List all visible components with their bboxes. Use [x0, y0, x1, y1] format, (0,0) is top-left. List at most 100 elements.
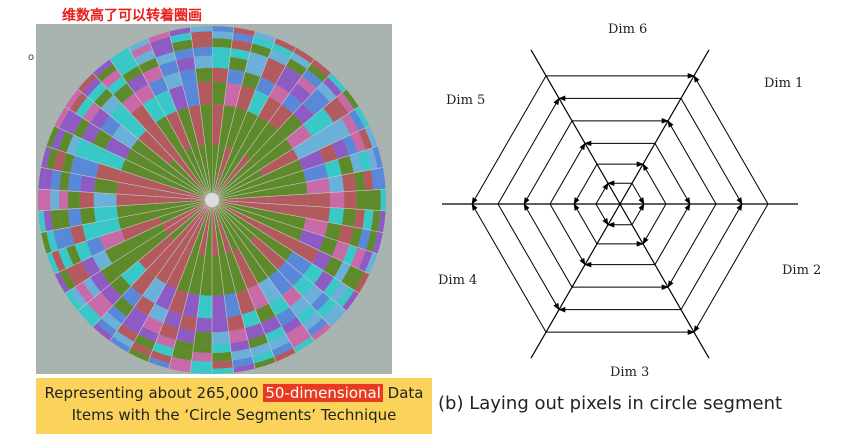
circle-segment-cell	[336, 92, 355, 114]
circle-segment-cell	[364, 125, 378, 148]
circle-segment-cell	[268, 269, 293, 296]
circle-segment-cell	[296, 305, 317, 324]
circle-segment-cell	[134, 334, 156, 351]
circle-segment-cell	[87, 297, 108, 318]
circle-segment-cell	[327, 73, 347, 93]
circle-segment-cell	[323, 277, 342, 298]
circle-segment-cell	[232, 248, 259, 289]
circle-segment-cell	[218, 253, 236, 295]
circle-segment-cell	[188, 105, 206, 147]
circle-segment-cell	[230, 339, 251, 352]
circle-segment-cell	[271, 43, 294, 59]
circle-segment-cell	[120, 113, 147, 139]
circle-segment-cell	[322, 303, 343, 324]
circle-segment-cell	[168, 27, 191, 37]
circle-segment-cell	[275, 306, 297, 327]
circle-segment-cell	[100, 115, 121, 137]
circle-segment-cell	[356, 190, 366, 210]
circle-segment-cell	[152, 342, 174, 357]
circle-segment-cell	[292, 275, 314, 297]
circle-segment-cell	[142, 277, 166, 304]
circle-segment-cell	[46, 125, 60, 148]
layout-arrow	[523, 120, 573, 205]
segment-divider	[127, 47, 213, 201]
circle-segment-cell	[112, 124, 139, 149]
circle-segment-cell	[212, 148, 239, 200]
circle-segment-cell	[241, 71, 261, 90]
circle-segment-cell	[262, 217, 304, 241]
circle-segment-cell	[212, 26, 234, 33]
circle-segment-cell	[277, 261, 304, 287]
circle-segment-cell	[277, 113, 304, 139]
circle-segment-cell	[138, 57, 159, 74]
circle-segment-cell	[149, 350, 172, 364]
circle-segment-cell	[46, 147, 59, 170]
circle-segment-cell	[254, 138, 293, 171]
segment-divider	[46, 145, 213, 201]
circle-segment-cell	[58, 247, 74, 269]
dim4-label: Dim 4	[438, 273, 477, 288]
circle-segment-cell	[147, 356, 171, 369]
circle-segment-cell	[110, 103, 132, 125]
circle-segment-cell	[92, 59, 113, 77]
segment-divider	[211, 199, 297, 353]
circle-segment-cell	[156, 196, 212, 204]
segment-divider	[211, 199, 235, 373]
circle-segment-cell	[173, 48, 194, 61]
center-hub	[205, 193, 219, 207]
segment-divider	[127, 199, 213, 353]
circle-segment-cell	[322, 76, 343, 97]
circle-segment-cell	[127, 306, 149, 327]
circle-segment-cell	[74, 138, 93, 160]
circle-segment-cell	[258, 96, 282, 123]
circle-segment-cell	[232, 111, 259, 152]
circle-segment-cell	[77, 73, 97, 93]
circle-segment-cell	[80, 175, 96, 193]
circle-segment-cell	[59, 109, 76, 132]
circle-segment-cell	[285, 251, 312, 276]
segment-divider	[211, 27, 235, 201]
circle-segment-cell	[100, 284, 122, 306]
circle-segment-cell	[349, 227, 363, 248]
layout-arrow	[654, 143, 691, 205]
layout-arrow	[595, 203, 609, 226]
circle-segment-cell	[328, 175, 344, 193]
segment-divider	[211, 199, 360, 294]
layout-arrow	[497, 203, 560, 311]
circle-segment-cell	[298, 229, 325, 251]
circle-segment-cell	[107, 305, 128, 324]
circle-segment-cell	[130, 43, 153, 59]
circle-segment-cell	[223, 292, 242, 318]
circle-segment-cell	[142, 65, 164, 85]
circle-segment-cell	[121, 93, 143, 114]
circle-segment-cell	[101, 311, 122, 331]
circle-segment-cell	[54, 271, 70, 294]
circle-segment-cell	[268, 49, 290, 66]
segment-divider	[38, 199, 213, 212]
circle-segment-cell	[147, 31, 171, 44]
circle-segment-cell	[171, 39, 193, 52]
circle-segment-cell	[250, 342, 272, 357]
circle-segment-cell	[350, 247, 366, 269]
circle-segment-cell	[109, 47, 131, 64]
circle-segment-cell	[281, 316, 303, 335]
circle-segment-cell	[377, 210, 386, 233]
circle-segment-cell	[310, 292, 330, 312]
circle-segment-cell	[212, 55, 231, 69]
caption-a-text-2: Data	[382, 384, 424, 402]
circle-segment-cell	[200, 104, 212, 145]
circle-segment-cell	[125, 148, 165, 177]
circle-segment-cell	[258, 277, 282, 304]
circle-segment-cell	[311, 129, 332, 150]
circle-segment-cell	[58, 131, 74, 153]
dim3-label: Dim 3	[610, 365, 649, 380]
circle-segment-cell	[302, 284, 324, 306]
circle-segment-cell	[311, 250, 332, 271]
circle-segment-cell	[212, 255, 224, 296]
circle-segment-cell	[212, 317, 229, 333]
circle-segment-cell	[81, 256, 101, 278]
layout-arrow	[523, 203, 573, 288]
circle-segment-cell	[212, 351, 233, 362]
circle-segment-cell	[190, 26, 212, 33]
layout-arrow	[667, 120, 717, 205]
